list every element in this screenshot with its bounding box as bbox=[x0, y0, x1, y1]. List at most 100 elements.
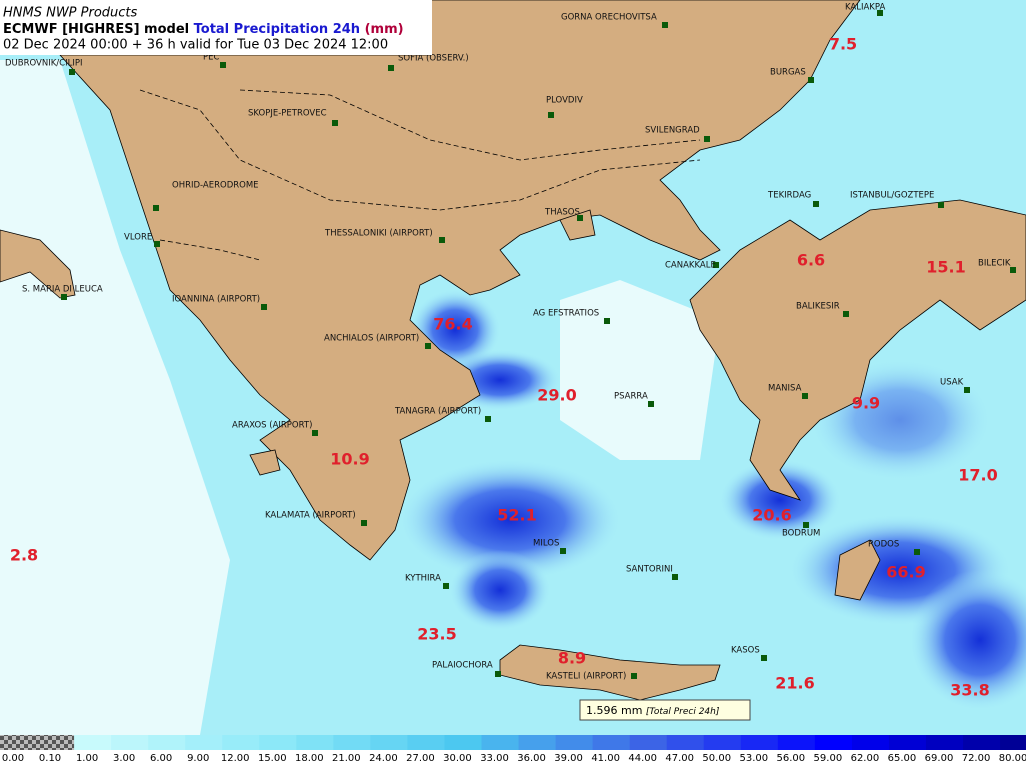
colorbar-label: 44.00 bbox=[628, 753, 657, 764]
station-label: IOANNINA (AIRPORT) bbox=[172, 295, 260, 305]
colorbar-swatch bbox=[963, 735, 1001, 750]
colorbar-swatch bbox=[666, 735, 705, 750]
station-label: TANAGRA (AIRPORT) bbox=[394, 407, 481, 417]
station-label: SKOPJE-PETROVEC bbox=[248, 109, 327, 119]
value-label: 7.5 bbox=[829, 35, 857, 54]
station-dot bbox=[443, 583, 449, 589]
station-dot bbox=[495, 671, 501, 677]
station-dot bbox=[332, 120, 338, 126]
station-label: PLOVDIV bbox=[546, 96, 583, 106]
station-dot bbox=[153, 205, 159, 211]
station-dot bbox=[648, 401, 654, 407]
dry-area bbox=[560, 280, 720, 460]
land bbox=[0, 0, 1026, 701]
station-label: SANTORINI bbox=[626, 565, 673, 575]
colorbar: 0.00 0.10 1.00 3.00 6.00 9.00 12.00 15.00 18.00 2… bbox=[0, 735, 1026, 764]
colorbar-swatch bbox=[481, 735, 520, 750]
station-label: PALAIOCHORA bbox=[432, 661, 493, 671]
value-label: 21.6 bbox=[775, 674, 814, 693]
colorbar-swatch bbox=[148, 735, 186, 750]
station-label: BILECIK bbox=[978, 259, 1011, 269]
station-label: ARAXOS (AIRPORT) bbox=[232, 421, 312, 431]
station-dot bbox=[604, 318, 610, 324]
station-label: S. MARIA DI LEUCA bbox=[22, 285, 103, 295]
borders bbox=[139, 89, 701, 261]
value-label: 10.9 bbox=[330, 450, 369, 469]
station-dot bbox=[964, 387, 970, 393]
colorbar-swatch bbox=[1000, 735, 1026, 750]
colorbar-swatch bbox=[37, 735, 75, 750]
colorbar-swatch bbox=[555, 735, 594, 750]
station-dot bbox=[312, 430, 318, 436]
header-box bbox=[0, 0, 432, 55]
colorbar-swatch bbox=[111, 735, 149, 750]
station-label: KYTHIRA bbox=[405, 574, 441, 584]
colorbar-label: 24.00 bbox=[369, 753, 398, 764]
value-label: 15.1 bbox=[926, 258, 965, 277]
colorbar-label: 69.00 bbox=[925, 753, 954, 764]
colorbar-label: 21.00 bbox=[332, 753, 361, 764]
colorbar-swatch bbox=[518, 735, 557, 750]
station-label: AG EFSTRATIOS bbox=[533, 309, 599, 319]
colorbar-label: 56.00 bbox=[777, 753, 806, 764]
colorbar-label: 53.00 bbox=[739, 753, 768, 764]
station-dot bbox=[672, 574, 678, 580]
colorbar-swatch bbox=[74, 735, 112, 750]
colorbar-swatch bbox=[0, 735, 38, 750]
colorbar-swatch bbox=[740, 735, 779, 750]
colorbar-swatch bbox=[296, 735, 334, 750]
colorbar-swatch bbox=[814, 735, 853, 750]
colorbar-swatch bbox=[777, 735, 816, 750]
station-label: OHRID-AERODROME bbox=[172, 181, 259, 191]
station-label: PEC bbox=[203, 53, 219, 63]
colorbar-swatch bbox=[703, 735, 742, 750]
station-label: BALIKESIR bbox=[796, 302, 840, 312]
station-dot bbox=[631, 673, 637, 679]
station-dot bbox=[813, 201, 819, 207]
station-dot bbox=[425, 343, 431, 349]
colorbar-label: 15.00 bbox=[258, 753, 287, 764]
dry-area bbox=[0, 60, 230, 735]
station-dot bbox=[877, 10, 883, 16]
value-label: 76.4 bbox=[433, 315, 472, 334]
value-label: 33.8 bbox=[950, 681, 989, 700]
value-label: 66.9 bbox=[886, 563, 925, 582]
station-dot bbox=[713, 262, 719, 268]
colorbar-swatch bbox=[629, 735, 668, 750]
colorbar-label: 6.00 bbox=[150, 753, 172, 764]
colorbar-label: 65.00 bbox=[888, 753, 917, 764]
value-label: 2.8 bbox=[10, 546, 38, 565]
value-label: 6.6 bbox=[797, 251, 825, 270]
colorbar-label: 27.00 bbox=[406, 753, 435, 764]
station-label: MILOS bbox=[533, 539, 559, 549]
station-dot bbox=[69, 69, 75, 75]
value-label: 52.1 bbox=[497, 506, 536, 525]
station-dot bbox=[843, 311, 849, 317]
station-dot bbox=[662, 22, 668, 28]
colorbar-label: 39.00 bbox=[554, 753, 583, 764]
colorbar-swatch bbox=[925, 735, 964, 750]
station-label: KASOS bbox=[731, 646, 760, 656]
station-label: GORNA ORECHOVITSA bbox=[561, 13, 657, 23]
station-dot bbox=[1010, 267, 1016, 273]
colorbar-label: 50.00 bbox=[702, 753, 731, 764]
station-dot bbox=[154, 241, 160, 247]
tooltip bbox=[579, 699, 751, 721]
value-label: 8.9 bbox=[558, 649, 586, 668]
colorbar-label: 0.10 bbox=[39, 753, 61, 764]
tooltip-value: 1.596 mm bbox=[586, 704, 642, 717]
colorbar-swatch bbox=[851, 735, 890, 750]
station-label: KASTELI (AIRPORT) bbox=[546, 672, 626, 682]
station-label: PSARRA bbox=[614, 392, 648, 402]
colorbar-label: 1.00 bbox=[76, 753, 98, 764]
validity: 02 Dec 2024 00:00 + 36 h valid for Tue 0… bbox=[3, 38, 388, 53]
station-label: USAK bbox=[940, 378, 964, 388]
colorbar-swatch bbox=[444, 735, 483, 750]
station-label: THASOS bbox=[544, 208, 580, 218]
station-dot bbox=[388, 65, 394, 71]
colorbar-label: 62.00 bbox=[851, 753, 880, 764]
station-dot bbox=[261, 304, 267, 310]
station-label: ISTANBUL/GOZTEPE bbox=[850, 191, 934, 201]
colorbar-label: 36.00 bbox=[517, 753, 546, 764]
